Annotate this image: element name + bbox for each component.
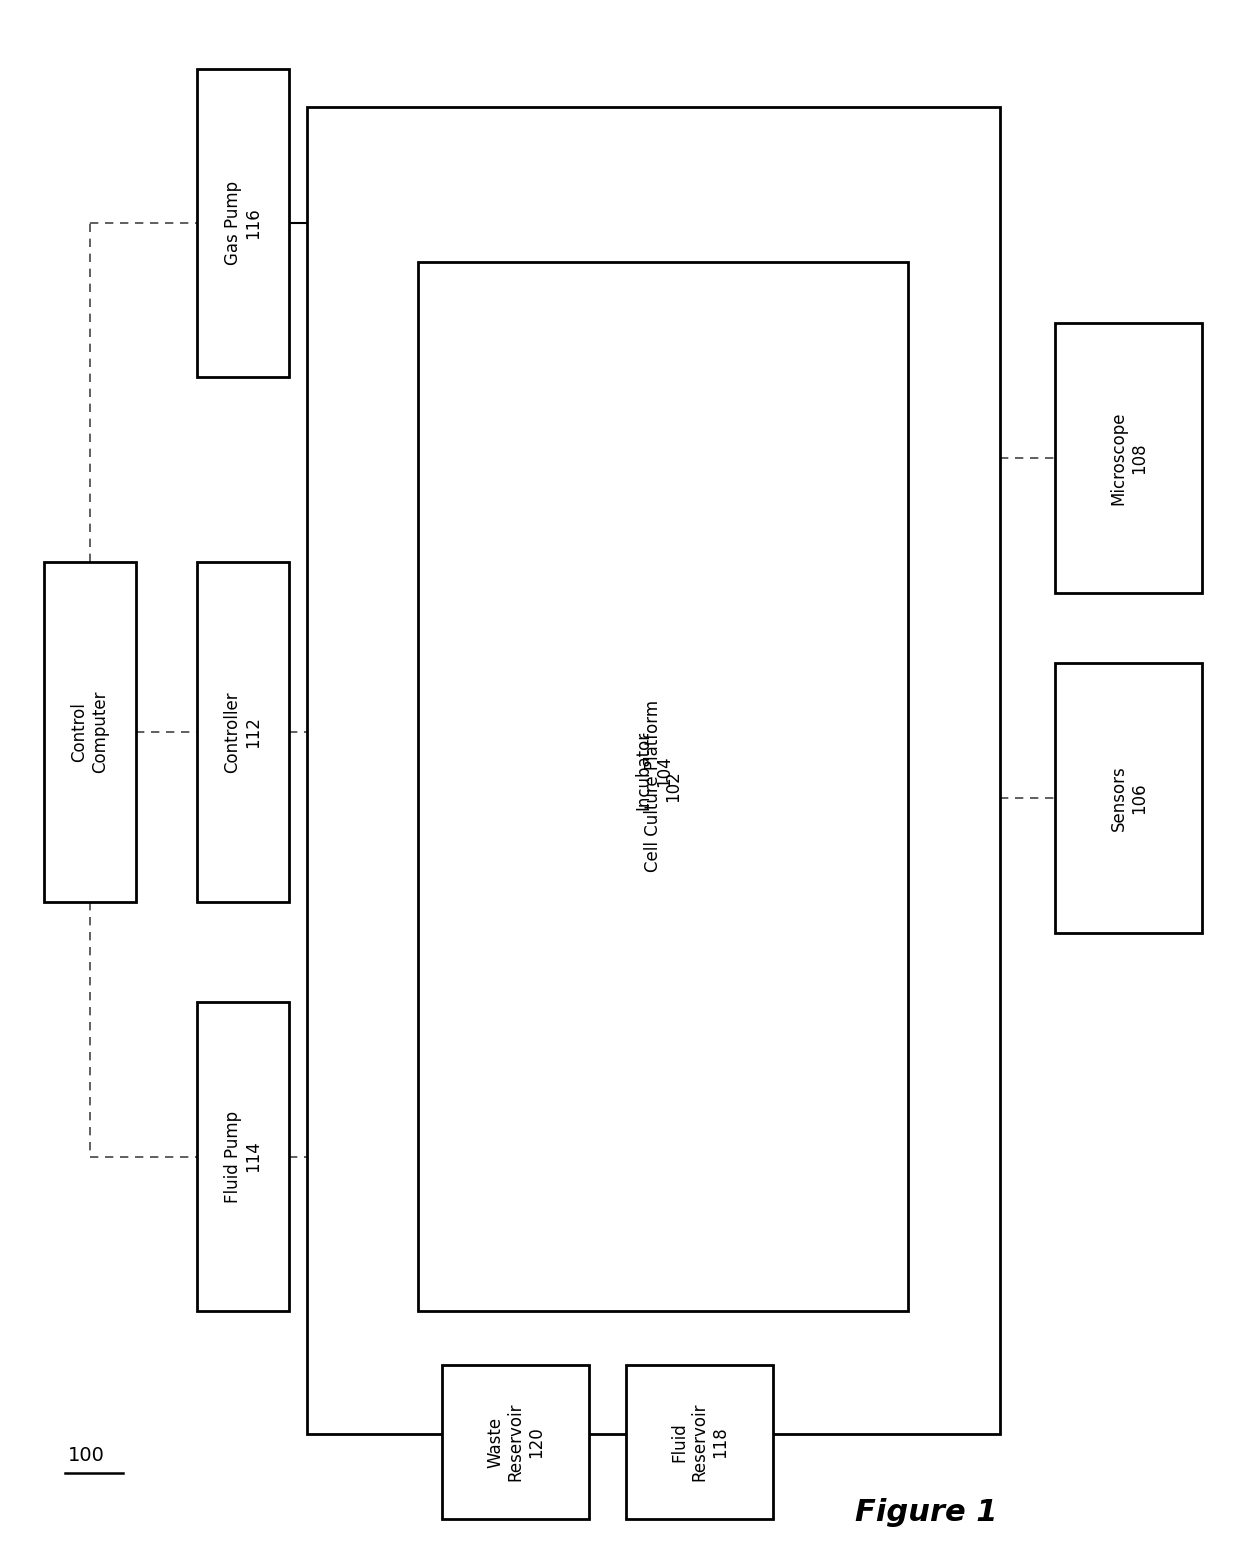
Text: Waste
Reservoir
120: Waste Reservoir 120 bbox=[486, 1403, 546, 1481]
Text: Microscope
108: Microscope 108 bbox=[1110, 411, 1148, 504]
Text: Incubator
104: Incubator 104 bbox=[635, 732, 673, 810]
Text: 100: 100 bbox=[68, 1446, 105, 1465]
Text: Sensors
106: Sensors 106 bbox=[1110, 764, 1148, 831]
Bar bbox=[626, 1365, 774, 1520]
Text: Cell Culture Platform
102: Cell Culture Platform 102 bbox=[644, 701, 682, 872]
Text: Fluid
Reservoir
118: Fluid Reservoir 118 bbox=[670, 1403, 729, 1481]
Text: Gas Pump
116: Gas Pump 116 bbox=[223, 181, 263, 265]
Bar bbox=[197, 562, 289, 902]
Bar bbox=[443, 1365, 589, 1520]
Text: Controller
112: Controller 112 bbox=[223, 691, 263, 772]
Bar bbox=[197, 69, 289, 377]
Bar bbox=[418, 262, 908, 1311]
Text: Control
Computer: Control Computer bbox=[71, 691, 109, 774]
Text: Figure 1: Figure 1 bbox=[856, 1498, 998, 1527]
Text: Fluid Pump
114: Fluid Pump 114 bbox=[223, 1110, 263, 1202]
Bar bbox=[308, 107, 1001, 1434]
Bar bbox=[1055, 663, 1203, 933]
Bar bbox=[197, 1003, 289, 1311]
Bar bbox=[43, 562, 135, 902]
Bar bbox=[1055, 324, 1203, 593]
